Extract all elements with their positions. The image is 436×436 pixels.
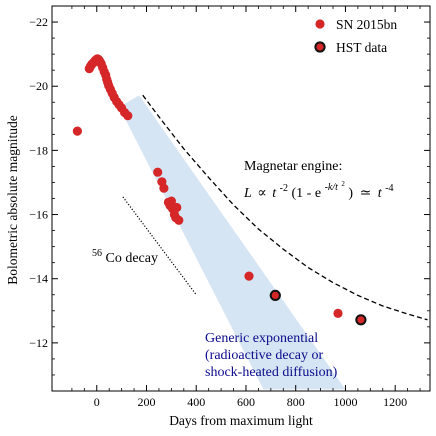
legend-label-hst: HST data (336, 40, 387, 55)
x-tick-label: 0 (94, 395, 100, 409)
x-tick-label: 1000 (333, 395, 357, 409)
sn2015bn-point (123, 111, 133, 121)
hst-data-point (355, 314, 367, 326)
co-decay-annotation: 56 Co decay (92, 245, 158, 266)
x-tick-label: 1200 (383, 395, 407, 409)
x-axis-label: Days from maximum light (169, 413, 313, 428)
exponential-annotation-line-1: Generic exponential (205, 331, 318, 346)
y-tick-label: −18 (29, 143, 48, 157)
y-tick-label: −22 (29, 15, 48, 29)
magnetar-model-curve (142, 94, 428, 321)
sn2015bn-point (166, 196, 176, 206)
x-tick-label: 800 (287, 395, 305, 409)
legend-marker-hst (314, 41, 326, 53)
x-tick-label: 600 (237, 395, 255, 409)
x-tick-label: 400 (187, 395, 205, 409)
y-tick-label: −16 (29, 208, 48, 222)
exponential-shaded-region (119, 95, 346, 390)
x-tick-label: 200 (138, 395, 156, 409)
exponential-annotation-line-3: shock-heated diffusion) (205, 365, 338, 380)
hst-data-point (269, 289, 281, 301)
sn2015bn-point (159, 183, 169, 193)
magnetar-annotation-title: Magnetar engine: (244, 159, 342, 174)
y-tick-label: −20 (29, 79, 48, 93)
sn2015bn-point (333, 308, 343, 318)
y-axis-label: Bolometric absolute magnitude (5, 115, 20, 284)
magnetar-annotation-formula: L ∝ t -2 (1 - e -k/t 2 ) ≃ t -4 (243, 175, 394, 201)
plot-area (72, 54, 428, 390)
y-tick-label: −12 (29, 336, 48, 350)
legend-marker-sn2015bn (315, 19, 325, 29)
exponential-annotation-line-2: (radioactive decay or (205, 348, 323, 363)
sn2015bn-point (174, 215, 184, 225)
legend: SN 2015bn HST data (314, 17, 397, 55)
y-tick-label: −14 (29, 272, 48, 286)
sn2015bn-point (153, 167, 163, 177)
co-decay-line (122, 196, 197, 296)
legend-label-sn2015bn: SN 2015bn (336, 17, 397, 32)
sn2015bn-point (244, 271, 254, 281)
sn2015bn-point (172, 202, 182, 213)
sn2015bn-point (72, 126, 82, 136)
